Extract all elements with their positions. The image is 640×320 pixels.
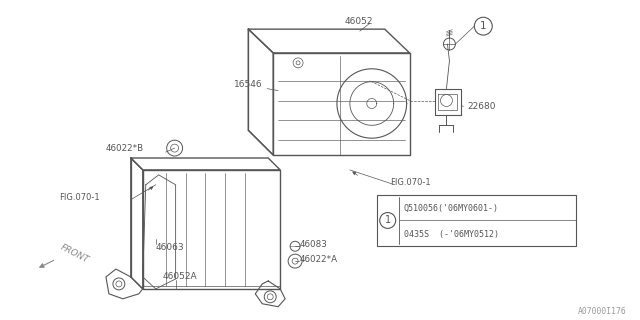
Text: 0435S  (-'06MY0512): 0435S (-'06MY0512) — [404, 230, 499, 239]
Text: 1: 1 — [480, 21, 486, 31]
Text: 46052: 46052 — [345, 17, 373, 26]
Text: 22680: 22680 — [467, 102, 496, 111]
Bar — [377, 195, 576, 246]
Text: 46083: 46083 — [300, 240, 328, 249]
Text: 46022*B: 46022*B — [106, 144, 144, 153]
Text: 46022*A: 46022*A — [300, 255, 338, 264]
Text: 46063: 46063 — [156, 243, 184, 252]
Text: FIG.070-1: FIG.070-1 — [390, 178, 430, 187]
Text: 1: 1 — [385, 215, 391, 226]
Text: Q510056('06MY0601-): Q510056('06MY0601-) — [404, 204, 499, 213]
Text: 46052A: 46052A — [163, 272, 197, 282]
Text: A07000I176: A07000I176 — [578, 307, 627, 316]
Text: FIG.070-1: FIG.070-1 — [59, 193, 100, 202]
Text: 16546: 16546 — [234, 80, 263, 89]
Text: FRONT: FRONT — [59, 243, 91, 265]
